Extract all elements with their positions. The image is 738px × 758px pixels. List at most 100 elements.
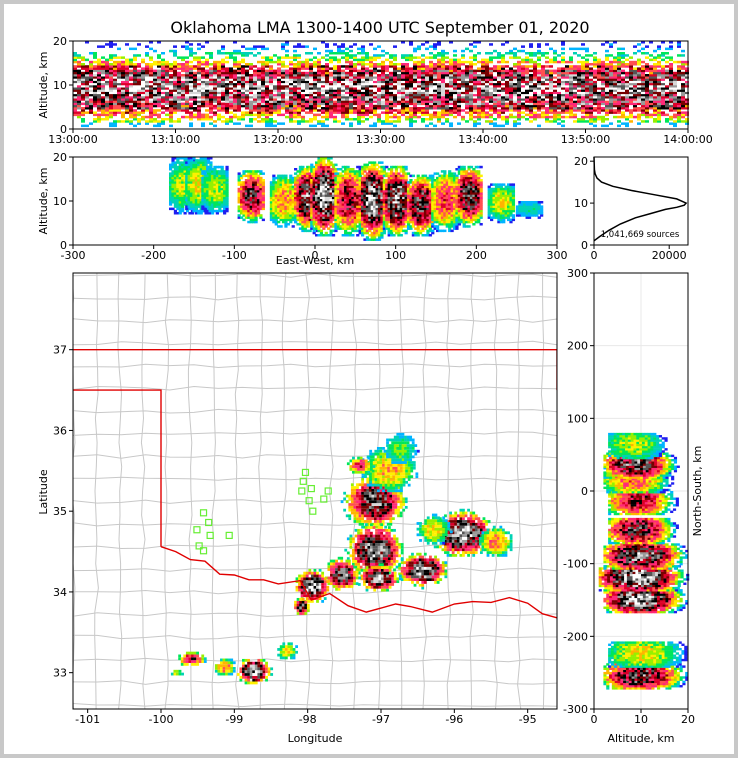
- time-density-cell: [465, 78, 469, 81]
- time-density-cell: [333, 111, 337, 114]
- time-density-cell: [545, 80, 549, 84]
- time-density-cell: [101, 80, 105, 84]
- time-density-cell: [513, 69, 517, 73]
- time-density-cell: [121, 71, 125, 75]
- time-density-cell: [517, 113, 521, 117]
- time-density-cell: [349, 93, 353, 97]
- time-density-cell: [465, 65, 469, 68]
- time-density-cell: [373, 80, 377, 84]
- time-density-cell: [357, 63, 361, 66]
- time-density-cell: [453, 67, 457, 70]
- time-density-cell: [73, 60, 77, 64]
- time-density-cell: [409, 43, 413, 46]
- time-density-cell: [213, 96, 217, 99]
- time-density-cell: [417, 82, 421, 86]
- time-density-cell: [173, 85, 177, 88]
- time-density-cell: [413, 76, 417, 79]
- time-density-cell: [325, 76, 329, 79]
- time-density-cell: [413, 107, 417, 110]
- time-density-cell: [129, 89, 133, 92]
- eastwest-density-cell: [187, 172, 191, 175]
- time-density-cell: [685, 107, 689, 110]
- time-density-cell: [557, 74, 561, 77]
- time-density-cell: [409, 100, 413, 103]
- time-density-cell: [517, 69, 521, 73]
- time-density-cell: [657, 78, 661, 81]
- time-density-cell: [157, 65, 161, 68]
- time-density-cell: [173, 76, 177, 79]
- eastwest-density-cell: [189, 174, 194, 178]
- time-density-cell: [73, 113, 77, 117]
- eastwest-density-cell: [206, 196, 210, 200]
- time-density-cell: [525, 93, 529, 97]
- time-density-cell: [189, 89, 193, 92]
- eastwest-density-cell: [208, 168, 212, 171]
- time-density-cell: [229, 111, 233, 114]
- time-density-cell: [257, 91, 261, 95]
- time-density-cell: [145, 69, 149, 73]
- eastwest-density-cell: [187, 168, 191, 171]
- time-density-cell: [605, 80, 609, 84]
- time-density-cell: [601, 93, 605, 97]
- time-density-cell: [217, 52, 221, 55]
- eastwest-density-cell: [210, 181, 215, 184]
- time-density-cell: [353, 69, 357, 73]
- eastwest-density-cell: [187, 183, 191, 186]
- time-density-cell: [465, 98, 469, 101]
- time-density-cell: [113, 60, 117, 64]
- time-density-cell: [541, 96, 545, 99]
- time-density-cell: [469, 69, 473, 73]
- time-density-cell: [509, 74, 513, 77]
- time-density-cell: [557, 122, 561, 125]
- eastwest-density-cell: [203, 170, 207, 173]
- time-density-cell: [613, 56, 617, 59]
- time-density-cell: [181, 89, 185, 92]
- time-density-cell: [345, 96, 349, 99]
- time-density-cell: [601, 67, 605, 70]
- eastwest-density-cell: [181, 207, 185, 211]
- time-density-cell: [313, 87, 317, 90]
- eastwest-density-cell: [173, 203, 178, 206]
- time-density-cell: [569, 58, 573, 62]
- time-density-cell: [657, 118, 661, 121]
- time-density-cell: [289, 104, 293, 108]
- time-density-cell: [649, 115, 653, 119]
- time-density-cell: [369, 60, 373, 64]
- time-density-cell: [385, 82, 389, 86]
- time-density-cell: [121, 80, 125, 84]
- time-density-cell: [257, 60, 261, 64]
- time-density-cell: [189, 85, 193, 88]
- time-density-cell: [477, 78, 481, 81]
- time-density-cell: [397, 115, 401, 119]
- eastwest-density-cell: [206, 170, 210, 173]
- time-density-cell: [429, 85, 433, 88]
- time-density-cell: [469, 76, 473, 79]
- time-density-cell: [369, 89, 373, 92]
- time-density-cell: [261, 104, 265, 108]
- time-density-cell: [553, 69, 557, 73]
- time-density-cell: [597, 65, 601, 68]
- time-density-cell: [581, 74, 585, 77]
- time-density-cell: [353, 87, 357, 90]
- time-density-cell: [445, 113, 449, 117]
- time-density-cell: [129, 107, 133, 110]
- time-density-cell: [233, 109, 237, 112]
- time-density-cell: [525, 100, 529, 103]
- time-density-cell: [593, 118, 597, 121]
- time-density-cell: [665, 85, 669, 88]
- time-density-cell: [477, 118, 481, 121]
- time-density-cell: [365, 54, 369, 57]
- time-density-cell: [97, 93, 101, 97]
- time-density-cell: [173, 91, 177, 95]
- time-density-cell: [457, 74, 461, 77]
- eastwest-density-cell: [173, 181, 178, 184]
- time-density-cell: [101, 60, 105, 64]
- time-density-cell: [549, 120, 553, 123]
- time-density-cell: [317, 113, 321, 117]
- time-density-cell: [501, 124, 505, 128]
- time-density-cell: [337, 104, 341, 108]
- time-density-cell: [201, 124, 205, 128]
- time-density-cell: [481, 100, 485, 103]
- time-density-cell: [193, 115, 197, 119]
- time-density-cell: [373, 69, 377, 73]
